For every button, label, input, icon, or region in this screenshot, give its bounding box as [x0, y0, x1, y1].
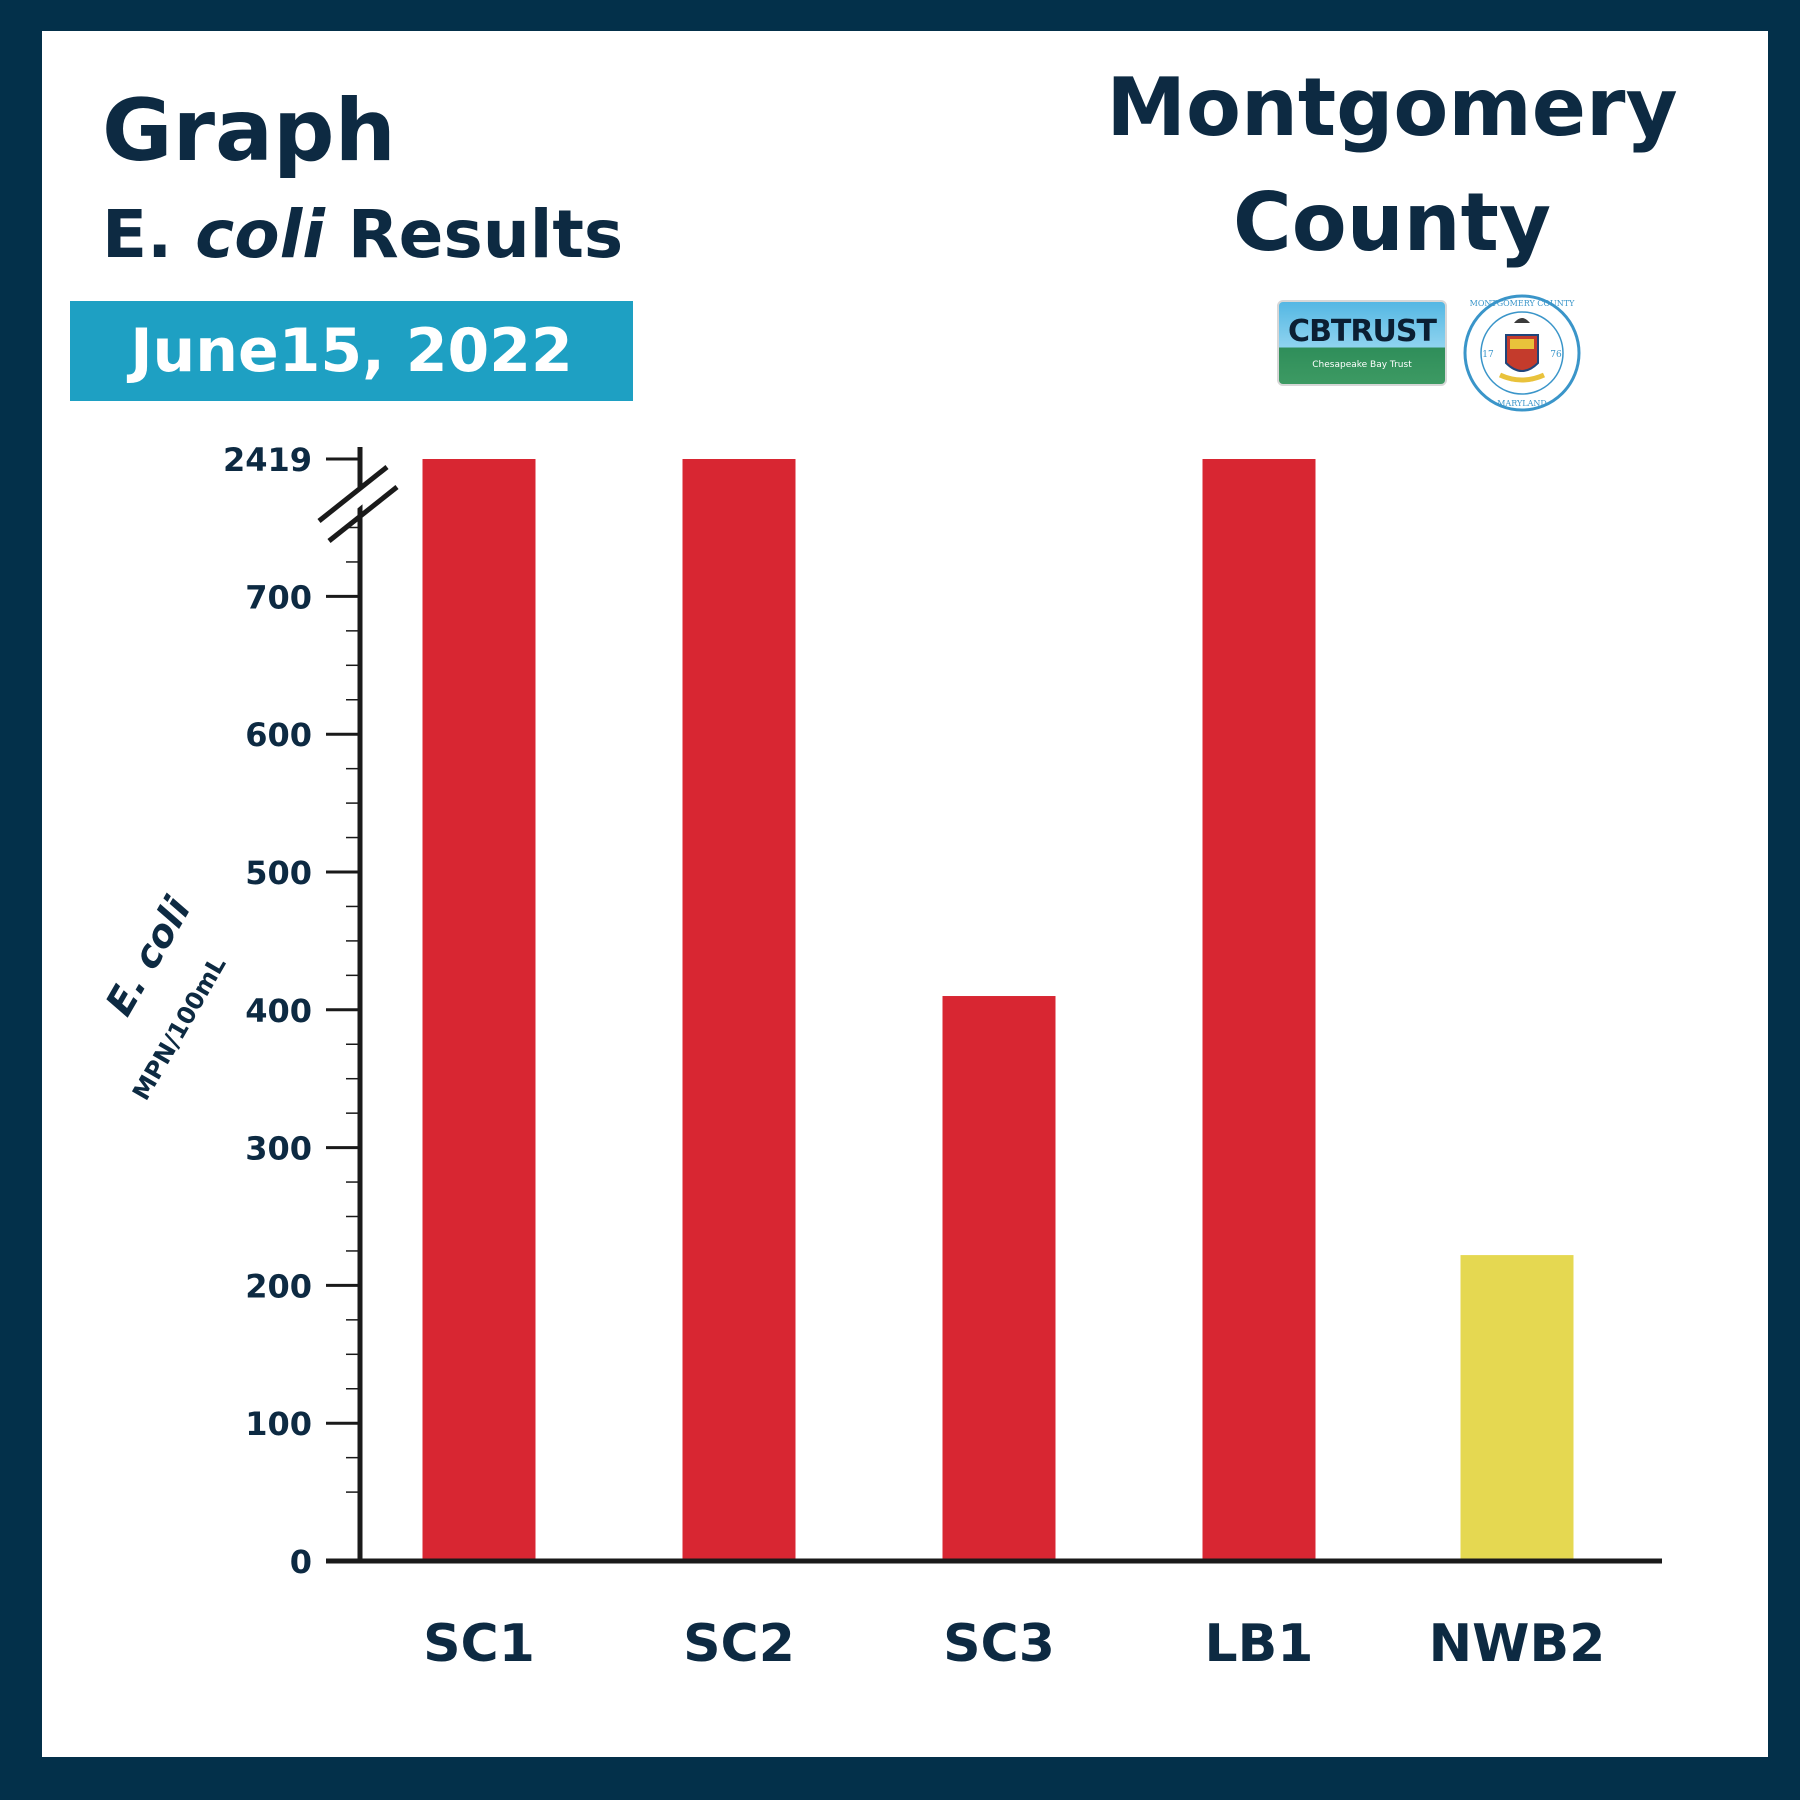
subtitle-prefix: E. — [102, 196, 173, 273]
y-tick-label: 100 — [245, 1405, 312, 1443]
bar-nwb2 — [1460, 1255, 1574, 1561]
page-title: Graph — [102, 81, 396, 181]
axis-break-mark — [327, 485, 399, 543]
seal-year-left: 17 — [1482, 350, 1494, 360]
cbtrust-logo-subtext: Chesapeake Bay Trust — [1312, 360, 1412, 370]
y-tick-label: 500 — [245, 854, 312, 892]
y-tick-label: 700 — [245, 578, 312, 616]
county-name-line2: County — [1233, 176, 1551, 269]
page-subtitle: E. coli Results — [102, 196, 623, 273]
axis-break-gap — [314, 465, 397, 537]
county-seal-logo: MONTGOMERY COUNTY MARYLAND 17 76 — [1463, 294, 1581, 412]
x-tick-label: LB1 — [1205, 1614, 1314, 1674]
subtitle-italic: coli — [195, 196, 325, 273]
y-tick-label: 400 — [245, 992, 312, 1030]
y-tick-label: 200 — [245, 1267, 312, 1305]
seal-year-right: 76 — [1550, 350, 1562, 360]
bar-chart: 0 100 200 300 400 500 600 700 2419 SC1 SC2 SC3 LB1 NW… — [223, 441, 1662, 1674]
bar-lb1 — [1202, 459, 1316, 1561]
x-tick-label: SC1 — [423, 1614, 535, 1674]
axis-break-mark — [317, 465, 389, 523]
x-tick-label: SC2 — [683, 1614, 795, 1674]
x-tick-label: NWB2 — [1429, 1614, 1606, 1674]
bar-sc3 — [942, 996, 1056, 1561]
y-tick-label: 2419 — [223, 441, 312, 479]
seal-top-text: MONTGOMERY COUNTY — [1470, 299, 1575, 308]
bar-sc1 — [422, 459, 536, 1561]
y-tick-label: 600 — [245, 716, 312, 754]
x-tick-label: SC3 — [943, 1614, 1055, 1674]
bar-sc2 — [682, 459, 796, 1561]
cbtrust-logo-text: CBTRUST — [1288, 314, 1437, 349]
date-banner: June15, 2022 — [70, 301, 633, 401]
cbtrust-logo: CBTRUST Chesapeake Bay Trust — [1277, 300, 1447, 386]
poster-frame: Graph E. coli Results June15, 2022 Montg… — [42, 31, 1768, 1757]
county-name-line1: Montgomery — [1106, 61, 1678, 154]
subtitle-suffix: Results — [347, 196, 624, 273]
seal-bottom-text: MARYLAND — [1497, 399, 1547, 408]
y-tick-label: 300 — [245, 1130, 312, 1168]
y-tick-label: 0 — [290, 1543, 312, 1581]
